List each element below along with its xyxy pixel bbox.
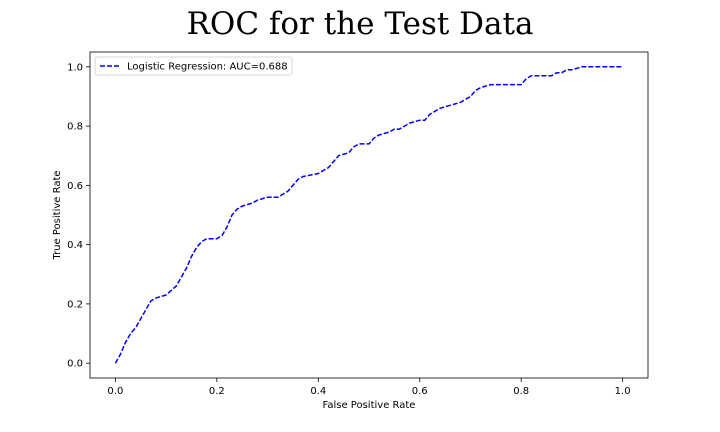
- legend: Logistic Regression: AUC=0.688: [94, 56, 293, 76]
- x-tick-label: 0.8: [513, 386, 529, 397]
- x-tick-label: 0.0: [107, 386, 123, 397]
- y-axis-label: True Positive Rate: [52, 170, 63, 260]
- x-axis: 0.0 0.2 0.4 0.6 0.8 1.0: [107, 378, 631, 397]
- y-tick-label: 0.6: [67, 181, 83, 192]
- x-tick-label: 0.4: [310, 386, 326, 397]
- legend-box: [94, 56, 293, 76]
- chart-title: ROC for the Test Data: [186, 6, 534, 42]
- x-axis-label: False Positive Rate: [323, 400, 416, 411]
- y-tick-label: 0.0: [67, 359, 83, 370]
- roc-curve-line: [114, 66, 623, 364]
- x-tick-label: 0.2: [209, 386, 225, 397]
- y-axis: 0.0 0.2 0.4 0.6 0.8 1.0: [67, 62, 90, 370]
- x-tick-label: 0.6: [412, 386, 428, 397]
- y-tick-label: 0.8: [67, 122, 83, 133]
- x-tick-label: 1.0: [615, 386, 631, 397]
- y-tick-label: 0.4: [67, 240, 83, 251]
- legend-label: Logistic Regression: AUC=0.688: [127, 62, 288, 73]
- plot-area: [89, 51, 649, 379]
- y-tick-label: 0.2: [67, 299, 83, 310]
- y-tick-label: 1.0: [67, 62, 83, 73]
